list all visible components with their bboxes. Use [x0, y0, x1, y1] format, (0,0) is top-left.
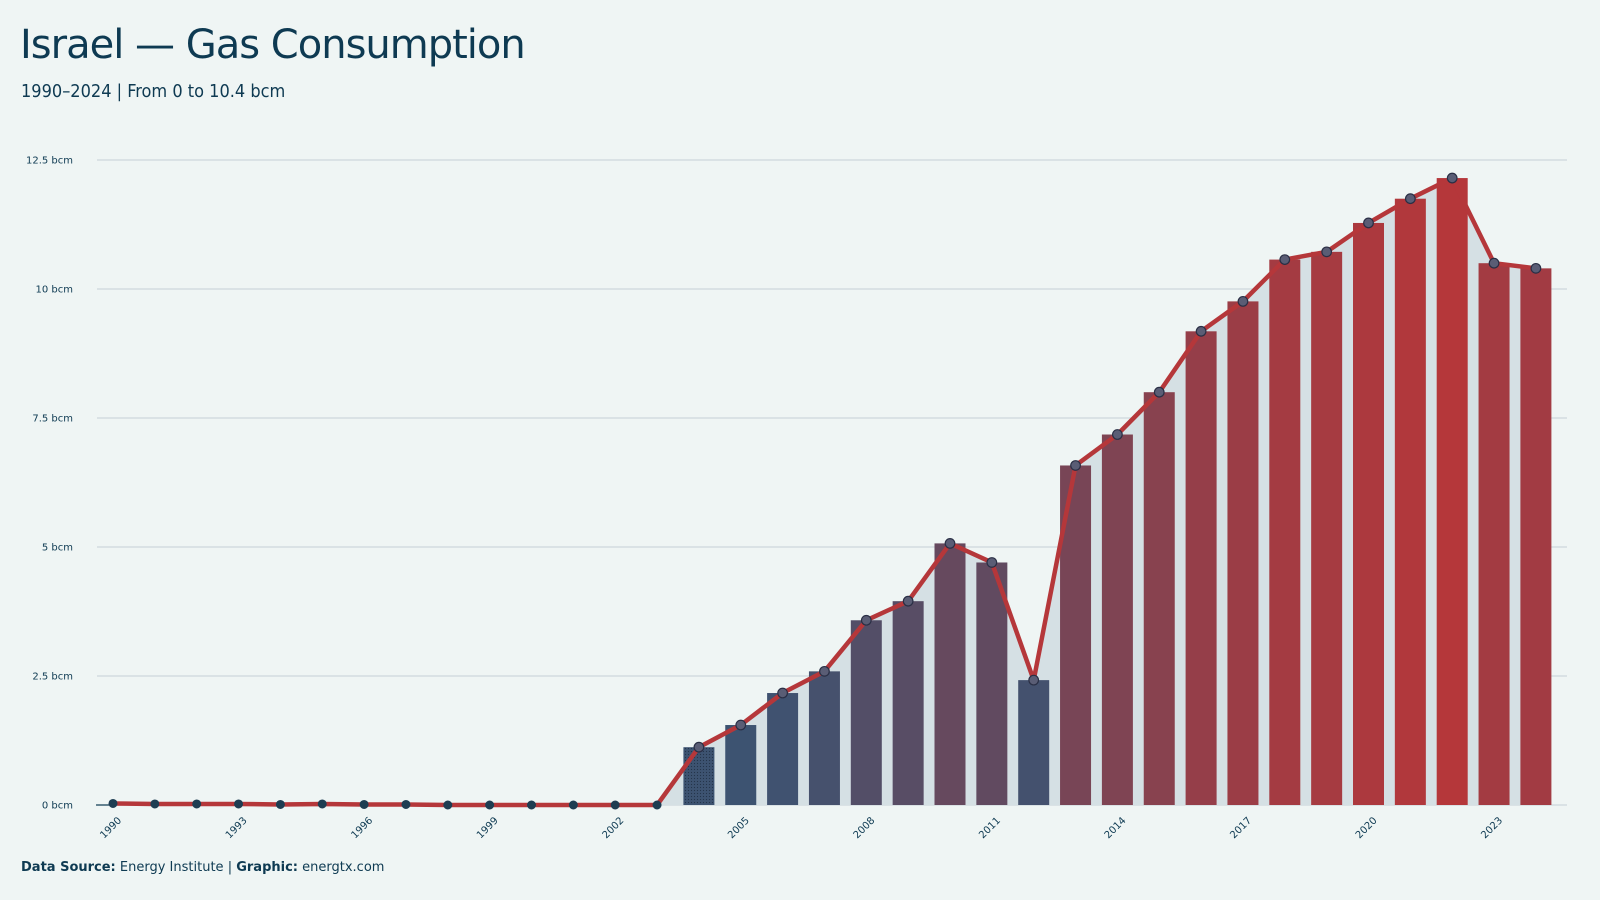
- data-point: [150, 799, 160, 809]
- data-point: [902, 595, 914, 607]
- data-point: [1488, 257, 1500, 269]
- footer-separator: |: [227, 860, 233, 875]
- data-point: [1195, 325, 1207, 337]
- data-point: [1363, 217, 1374, 229]
- bar: [1478, 263, 1510, 805]
- data-point: [1446, 172, 1458, 184]
- x-tick-label: 2014: [1103, 815, 1129, 841]
- y-tick-label: 7.5 bcm: [32, 414, 73, 425]
- bar: [850, 620, 882, 805]
- x-tick-label: 2023: [1479, 815, 1505, 841]
- data-point: [527, 800, 536, 810]
- data-point: [485, 800, 495, 810]
- x-tick-label: 1990: [98, 815, 124, 841]
- data-point: [819, 665, 830, 677]
- bars: [683, 178, 1552, 805]
- data-point: [359, 799, 369, 809]
- y-tick-label: 5 bcm: [42, 543, 73, 554]
- bar: [1269, 259, 1301, 805]
- bar: [1520, 268, 1552, 805]
- bar: [976, 562, 1008, 805]
- chart-title: Israel — Gas Consumption: [20, 22, 526, 68]
- data-point: [1530, 262, 1542, 274]
- chart-subtitle: 1990–2024 | From 0 to 10.4 bcm: [21, 81, 286, 102]
- area-shape: [113, 178, 1536, 805]
- data-point: [1070, 460, 1081, 471]
- markers: [108, 172, 1542, 810]
- data-point: [1279, 254, 1291, 265]
- data-point: [443, 800, 453, 810]
- x-axis: 1990 1993 1996 1999 2002 2005 2008 2011 2014 2017…: [98, 815, 1505, 841]
- data-point: [317, 799, 327, 809]
- data-point: [652, 800, 662, 810]
- bar: [1227, 301, 1259, 805]
- data-point: [1404, 193, 1416, 205]
- bar: [1018, 680, 1050, 805]
- x-tick-label: 2005: [726, 815, 752, 841]
- bar: [1353, 222, 1384, 805]
- data-point: [1237, 295, 1249, 307]
- x-tick-label: 1996: [349, 815, 375, 841]
- data-point: [986, 557, 998, 568]
- bar: [1311, 251, 1343, 805]
- x-tick-label: 2008: [852, 815, 878, 841]
- source-value: Energy Institute: [119, 860, 224, 875]
- y-tick-label: 2.5 bcm: [32, 672, 73, 683]
- source-label: Data Source:: [21, 860, 116, 875]
- data-point: [108, 798, 118, 808]
- bar: [1101, 434, 1133, 805]
- bar: [1185, 331, 1217, 805]
- data-point: [1028, 674, 1040, 686]
- x-tick-label: 1999: [475, 815, 501, 841]
- bar: [808, 671, 840, 805]
- data-point: [275, 799, 285, 809]
- data-point: [610, 800, 620, 810]
- data-point: [401, 799, 411, 809]
- bar: [725, 725, 757, 805]
- data-point: [568, 800, 578, 810]
- bar: [767, 693, 799, 805]
- data-point: [1153, 386, 1165, 398]
- x-tick-label: 1993: [224, 815, 250, 841]
- bar: [892, 601, 924, 805]
- footer-credits: Data Source: Energy Institute | Graphic:…: [21, 860, 384, 875]
- data-point: [860, 614, 872, 626]
- data-point: [1321, 246, 1333, 258]
- y-tick-label: 12.5 bcm: [26, 156, 73, 167]
- data-point: [693, 741, 705, 753]
- bar: [683, 747, 715, 805]
- data-point: [234, 799, 244, 809]
- area-fill: [113, 178, 1536, 805]
- bar: [1394, 198, 1426, 805]
- bar: [934, 543, 966, 805]
- data-point: [735, 719, 747, 731]
- y-axis: 0 bcm 2.5 bcm 5 bcm 7.5 bcm 10 bcm 12.5 bcm: [26, 156, 73, 812]
- y-tick-label: 0 bcm: [42, 801, 73, 812]
- data-point: [192, 799, 202, 809]
- bar: [1436, 178, 1468, 805]
- graphic-label: Graphic:: [236, 860, 298, 875]
- data-point: [944, 537, 956, 549]
- data-point: [1111, 429, 1123, 440]
- x-tick-label: 2017: [1228, 815, 1254, 841]
- graphic-value: energtx.com: [302, 860, 385, 875]
- x-tick-label: 2020: [1354, 815, 1380, 841]
- bar: [1143, 392, 1175, 805]
- x-tick-label: 2002: [601, 815, 627, 841]
- data-point: [777, 687, 788, 699]
- x-tick-label: 2011: [977, 815, 1003, 841]
- y-tick-label: 10 bcm: [36, 285, 74, 296]
